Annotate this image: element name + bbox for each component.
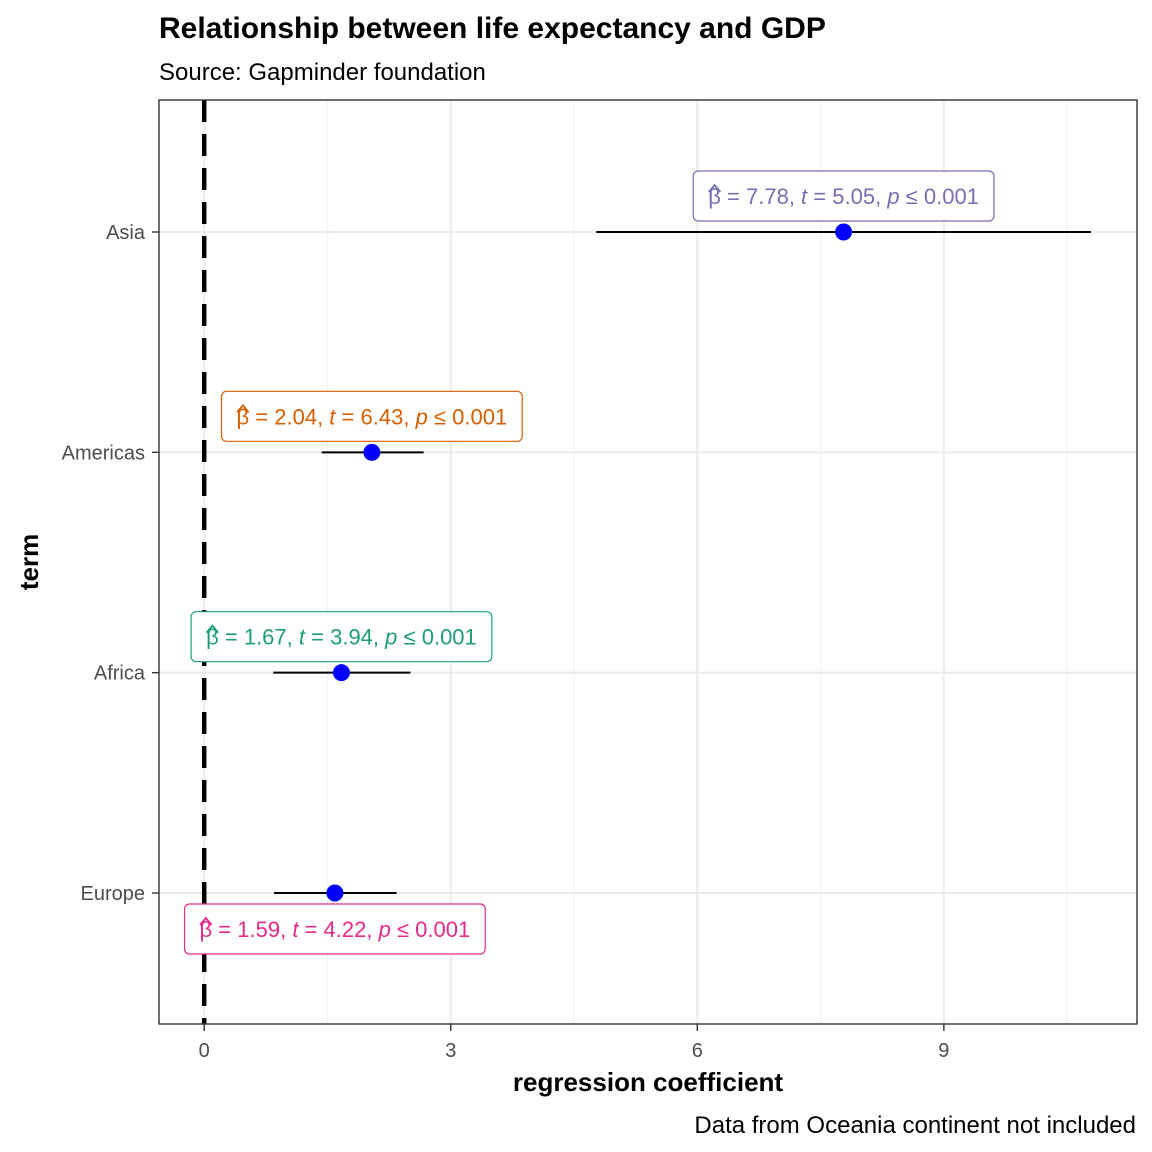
t-value: 4.22 xyxy=(324,917,367,942)
chart-subtitle: Source: Gapminder foundation xyxy=(159,59,486,86)
y-tick-label: Asia xyxy=(106,222,146,244)
t-value: 5.05 xyxy=(832,184,875,209)
label-asia: β = 7.78, t = 5.05, p ≤ 0.001 xyxy=(692,170,995,222)
beta-value: 1.59 xyxy=(237,917,280,942)
leq-sign: ≤ xyxy=(397,625,421,650)
label-box xyxy=(190,611,493,663)
p-value: 0.001 xyxy=(924,184,979,209)
beta-hat xyxy=(199,916,213,926)
beta-value: 7.78 xyxy=(746,184,789,209)
point-asia xyxy=(835,223,853,241)
y-axis-ticks: Asia Americas Africa Europe xyxy=(62,222,159,905)
t-symbol: t xyxy=(292,917,299,942)
y-axis-title: term xyxy=(14,534,44,590)
p-value: 0.001 xyxy=(415,917,470,942)
equals-sign: = xyxy=(721,184,746,209)
point-americas xyxy=(363,443,381,461)
y-tick-label: Europe xyxy=(81,883,146,905)
separator: , xyxy=(317,404,329,429)
x-axis-ticks: 0 3 6 9 xyxy=(199,1024,949,1062)
label-africa: β = 1.67, t = 3.94, p ≤ 0.001 xyxy=(190,611,493,663)
label-box xyxy=(692,170,995,222)
y-tick-label: Africa xyxy=(94,663,146,685)
equals-sign: = xyxy=(298,917,323,942)
label-text: β = 2.04, t = 6.43, p ≤ 0.001 xyxy=(237,404,508,429)
data-points xyxy=(326,223,853,902)
label-text: β = 1.59, t = 4.22, p ≤ 0.001 xyxy=(200,917,471,942)
beta-hat xyxy=(236,403,250,413)
t-symbol: t xyxy=(329,404,336,429)
t-symbol: t xyxy=(801,184,808,209)
equals-sign: = xyxy=(219,625,244,650)
equals-sign: = xyxy=(335,404,360,429)
point-africa xyxy=(332,664,350,682)
label-text: β = 1.67, t = 3.94, p ≤ 0.001 xyxy=(206,625,477,650)
x-tick-label: 3 xyxy=(445,1040,456,1062)
t-value: 3.94 xyxy=(330,625,373,650)
beta-symbol: β xyxy=(708,184,721,209)
equals-sign: = xyxy=(249,404,274,429)
separator: , xyxy=(403,404,415,429)
x-tick-label: 9 xyxy=(938,1040,949,1062)
beta-symbol: β xyxy=(200,917,213,942)
y-tick-label: Americas xyxy=(62,442,145,464)
label-americas: β = 2.04, t = 6.43, p ≤ 0.001 xyxy=(220,390,523,442)
equals-sign: = xyxy=(305,625,330,650)
beta-value: 2.04 xyxy=(274,404,317,429)
point-europe xyxy=(326,884,344,902)
beta-value: 1.67 xyxy=(244,625,287,650)
x-axis-title: regression coefficient xyxy=(513,1067,784,1097)
equals-sign: = xyxy=(807,184,832,209)
p-value: 0.001 xyxy=(422,625,477,650)
leq-sign: ≤ xyxy=(391,917,415,942)
p-symbol: p xyxy=(378,917,391,942)
separator: , xyxy=(366,917,378,942)
p-value: 0.001 xyxy=(452,404,507,429)
p-symbol: p xyxy=(415,404,428,429)
beta-hat xyxy=(205,624,219,634)
label-europe: β = 1.59, t = 4.22, p ≤ 0.001 xyxy=(183,903,486,955)
separator: , xyxy=(373,625,385,650)
p-symbol: p xyxy=(384,625,397,650)
beta-symbol: β xyxy=(206,625,219,650)
p-symbol: p xyxy=(886,184,899,209)
plot-background xyxy=(159,100,1137,1024)
separator: , xyxy=(280,917,292,942)
label-text: β = 7.78, t = 5.05, p ≤ 0.001 xyxy=(708,184,979,209)
separator: , xyxy=(789,184,801,209)
label-box xyxy=(183,903,486,955)
t-symbol: t xyxy=(299,625,306,650)
chart-caption: Data from Oceania continent not included xyxy=(694,1112,1136,1139)
leq-sign: ≤ xyxy=(428,404,452,429)
beta-hat xyxy=(708,183,722,193)
x-tick-label: 6 xyxy=(692,1040,703,1062)
separator: , xyxy=(875,184,887,209)
x-tick-label: 0 xyxy=(199,1040,210,1062)
leq-sign: ≤ xyxy=(900,184,924,209)
separator: , xyxy=(287,625,299,650)
plot-border xyxy=(158,99,1138,1025)
chart-title: Relationship between life expectancy and… xyxy=(159,12,826,45)
t-value: 6.43 xyxy=(361,404,404,429)
equals-sign: = xyxy=(212,917,237,942)
beta-symbol: β xyxy=(237,404,250,429)
label-box xyxy=(220,390,523,442)
